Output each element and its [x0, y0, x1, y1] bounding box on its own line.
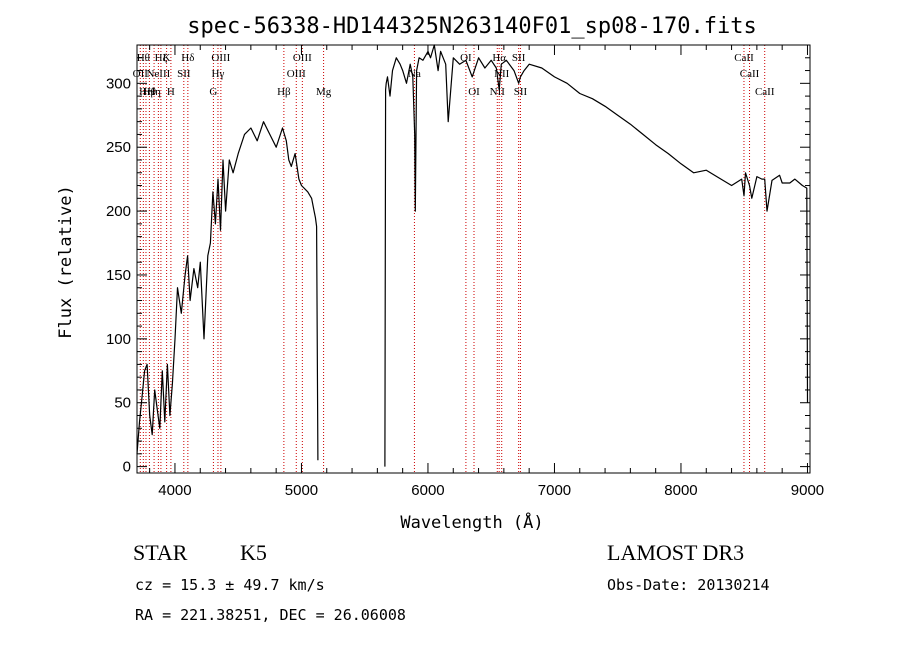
line-label: CaII — [755, 86, 775, 98]
chart-title: spec-56338-HD144325N263140F01_sp08-170.f… — [187, 14, 757, 39]
y-axis-label: Flux (relative) — [56, 185, 76, 339]
line-label: OIII — [287, 68, 306, 80]
x-tick-label: 6000 — [411, 482, 444, 499]
y-tick-label: 300 — [106, 75, 131, 92]
y-tick-label: 250 — [106, 139, 131, 156]
x-tick-label: 4000 — [158, 482, 191, 499]
line-label: Na — [408, 68, 421, 80]
line-label: SII — [512, 52, 526, 64]
y-tick-label: 200 — [106, 203, 131, 220]
line-labels: OIIHθHηHθHηNeIIIHζKHSIIHδGHγOIIIHβOIIIOI… — [133, 52, 775, 98]
y-tick-label: 150 — [106, 267, 131, 284]
line-label: OII — [133, 68, 149, 80]
line-label: Hβ — [277, 86, 291, 98]
plot-frame — [136, 44, 811, 474]
spectrum-series — [136, 44, 809, 467]
line-label: K — [163, 52, 171, 64]
object-class: STAR — [133, 540, 188, 565]
line-label: CaII — [740, 68, 760, 80]
y-axis: 0 50 100 150 200 250 300 — [106, 57, 810, 476]
x-tick-label: 9000 — [791, 482, 824, 499]
spectrum-line — [136, 121, 319, 461]
y-tick-label: 100 — [106, 331, 131, 348]
line-label: Hζ — [155, 52, 168, 64]
line-label: Hη — [139, 86, 153, 98]
line-label: Hη — [147, 86, 161, 98]
line-label: NII — [490, 86, 506, 98]
survey-name: LAMOST DR3 — [607, 540, 744, 565]
x-axis: 4000 5000 6000 7000 8000 9000 — [149, 45, 824, 499]
x-tick-label: 7000 — [538, 482, 571, 499]
line-label: OI — [460, 52, 472, 64]
line-label: Hδ — [181, 52, 194, 64]
x-tick-label: 8000 — [664, 482, 697, 499]
line-label: G — [209, 86, 217, 98]
plot-area: 4000 5000 6000 7000 8000 9000 0 50 100 150 200 250… — [106, 44, 824, 499]
line-label: SII — [177, 68, 191, 80]
redshift-text: cz = 15.3 ± 49.7 km/s — [135, 576, 325, 594]
x-axis-label: Wavelength (Å) — [400, 511, 543, 533]
line-label: Hα — [492, 52, 506, 64]
x-tick-label: 5000 — [285, 482, 318, 499]
line-label: NII — [494, 68, 510, 80]
line-label: OIII — [293, 52, 312, 64]
spectrum-line — [384, 44, 809, 467]
obs-date: Obs-Date: 20130214 — [607, 576, 770, 594]
line-label: H — [167, 86, 175, 98]
line-label: Hθ — [143, 86, 156, 98]
line-label: Hθ — [137, 52, 150, 64]
reference-lines — [139, 45, 766, 473]
line-label: OI — [468, 86, 480, 98]
line-label: OIII — [211, 52, 230, 64]
y-tick-label: 50 — [114, 395, 131, 412]
object-subclass: K5 — [240, 540, 267, 565]
y-tick-label: 0 — [123, 459, 131, 476]
line-label: Hγ — [212, 68, 225, 80]
line-label: Mg — [316, 86, 332, 98]
line-label: NeIII — [146, 68, 170, 80]
line-label: CaII — [734, 52, 754, 64]
coordinates: RA = 221.38251, DEC = 26.06008 — [135, 606, 406, 624]
line-label: SII — [514, 86, 528, 98]
